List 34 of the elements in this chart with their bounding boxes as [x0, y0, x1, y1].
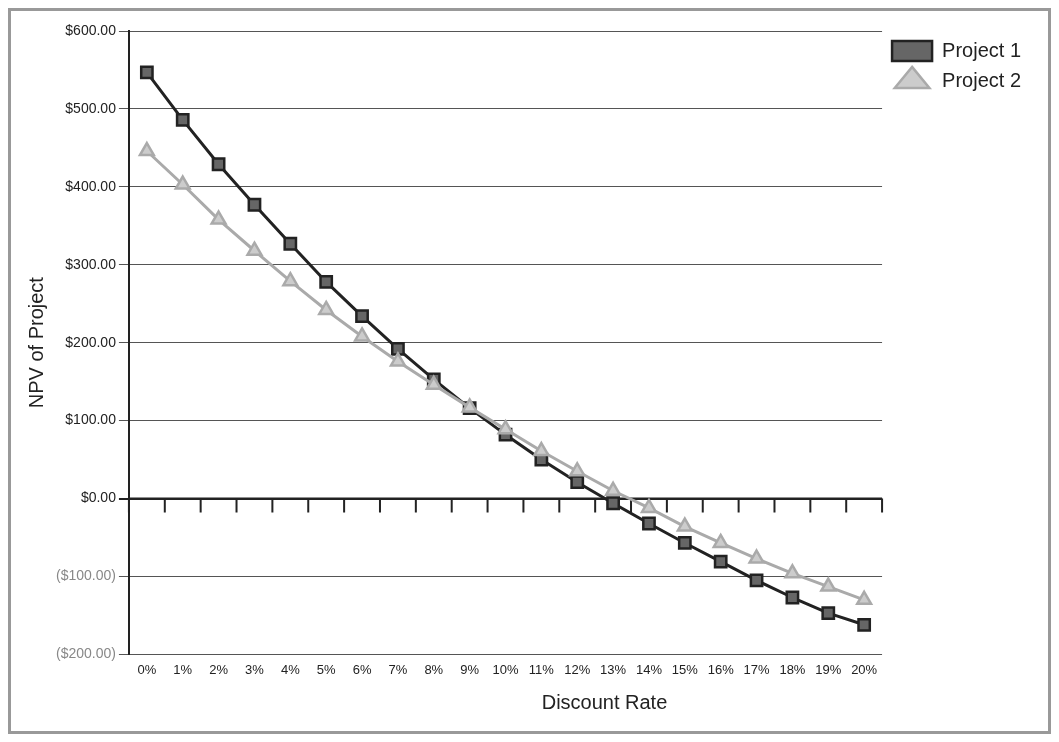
x-tick-label: 10% [492, 661, 519, 677]
x-tick-label: 4% [280, 661, 301, 677]
y-tick-label: $500.00 [65, 99, 117, 116]
y-tick-label: $200.00 [65, 333, 117, 350]
x-tick-label: 15% [671, 661, 699, 677]
y-axis-title: NPV of Project [24, 276, 47, 409]
x-tick-label: 19% [815, 661, 842, 677]
x-tick-label: 5% [316, 661, 337, 677]
y-tick-label: $100.00 [65, 411, 117, 428]
x-tick-label: 16% [707, 661, 735, 677]
x-tick-label: 12% [564, 661, 591, 677]
y-tick-label: $600.00 [65, 21, 117, 38]
x-tick-label: 3% [245, 661, 265, 677]
x-tick-label: 1% [173, 661, 193, 677]
x-tick-label: 6% [352, 661, 372, 677]
x-tick-label: 11% [528, 661, 555, 677]
y-tick-label: $0.00 [80, 489, 117, 506]
y-tick-label: ($200.00) [55, 645, 116, 662]
x-axis-title: Discount Rate [540, 691, 669, 714]
legend-label: Project 1 [942, 38, 1022, 61]
x-tick-label: 13% [600, 661, 627, 677]
y-tick-label: $300.00 [65, 255, 117, 272]
x-tick-label: 2% [209, 661, 229, 677]
y-tick-label: ($100.00) [55, 567, 116, 584]
x-tick-label: 9% [460, 661, 480, 677]
x-tick-label: 0% [137, 661, 157, 677]
x-tick-label: 14% [635, 661, 663, 677]
x-tick-label: 18% [779, 661, 806, 677]
legend-label: Project 2 [942, 68, 1022, 91]
x-tick-label: 8% [424, 661, 444, 677]
x-tick-label: 17% [743, 661, 770, 677]
y-tick-label: $400.00 [65, 177, 117, 194]
x-tick-label: 7% [388, 661, 408, 677]
x-tick-label: 20% [851, 661, 878, 677]
